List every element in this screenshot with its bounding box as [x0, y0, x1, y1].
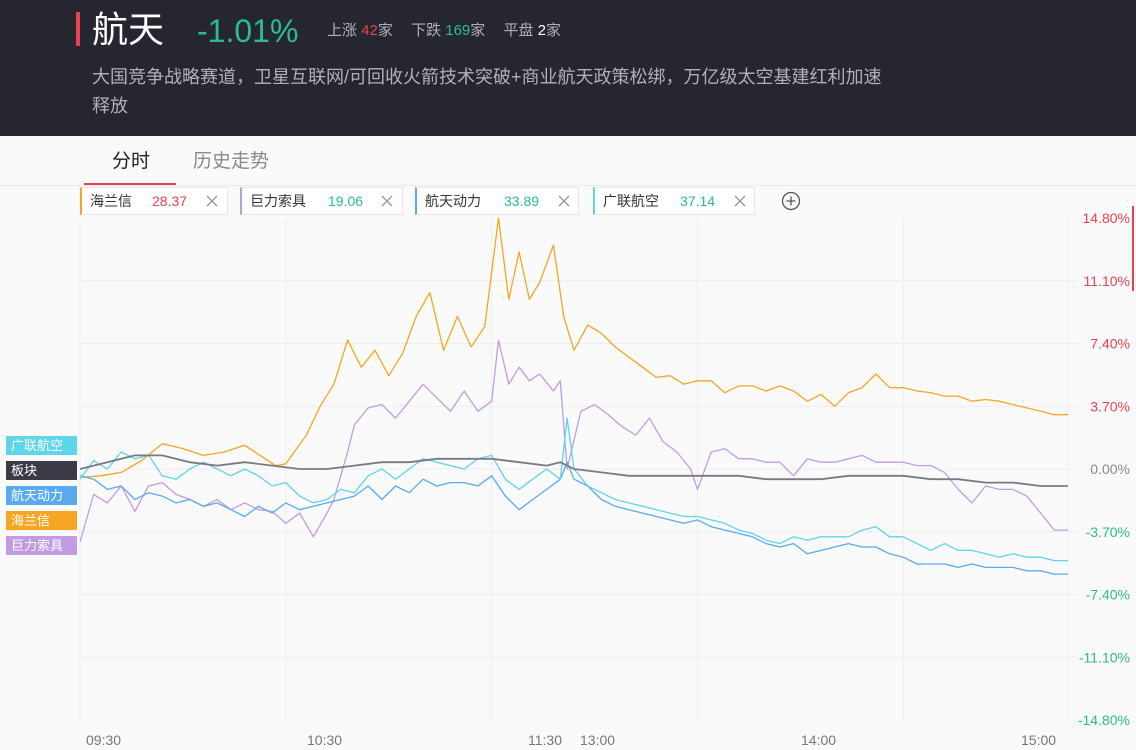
chip-name: 广联航空: [603, 193, 659, 209]
close-icon[interactable]: [734, 195, 746, 207]
title-accent-bar: [76, 12, 80, 46]
y-axis-ticks: 14.80% 11.10% 7.40% 3.70% 0.00% -3.70% -7.40% -…: [1078, 210, 1130, 728]
chart-grid: [79, 218, 1078, 720]
compare-chip-julisuoju[interactable]: 巨力索具 19.06: [240, 187, 403, 215]
breadth-stats: 上涨 42家 下跌 169家 平盘 2家: [327, 21, 561, 41]
sector-description: 大国竞争战略赛道，卫星互联网/可回收火箭技术突破+商业航天政策松绑，万亿级太空基…: [92, 67, 882, 116]
chart-series: [79, 217, 1068, 575]
x-tick-label: 14:00: [801, 732, 836, 748]
series-line-海兰信: [79, 217, 1068, 479]
chip-value: 28.37: [152, 193, 188, 209]
up-count: 42: [361, 22, 378, 39]
series-line-广联航空: [79, 417, 1068, 562]
chip-name: 海兰信: [90, 193, 132, 209]
legend-tag: 航天动力: [6, 486, 77, 505]
y-tick-label: 14.80%: [1083, 210, 1130, 226]
chip-name: 巨力索具: [250, 193, 306, 209]
legend-tag: 广联航空: [6, 436, 77, 455]
flat-count: 2: [537, 22, 546, 39]
sector-title: 航天: [92, 9, 165, 50]
y-tick-label: 7.40%: [1090, 336, 1130, 352]
active-tab-underline: [84, 183, 176, 185]
x-tick-label: 09:30: [86, 732, 121, 748]
series-line-航天动力: [79, 461, 1068, 575]
flat-label: 平盘: [503, 22, 534, 39]
chip-value: 37.14: [680, 193, 716, 209]
legend-tag: 板块: [6, 461, 77, 480]
close-icon[interactable]: [558, 195, 570, 207]
y-tick-label: 0.00%: [1090, 461, 1130, 477]
compare-chip-hangtiandongli[interactable]: 航天动力 33.89: [415, 187, 579, 215]
x-tick-label: 10:30: [307, 732, 342, 748]
down-label: 下跌: [411, 22, 442, 39]
tab-divider: [0, 185, 1136, 186]
up-label: 上涨: [327, 22, 358, 39]
scroll-indicator: [1132, 206, 1134, 291]
chip-name: 航天动力: [425, 193, 481, 209]
series-line-板块: [79, 454, 1068, 487]
y-tick-label: -11.10%: [1079, 649, 1130, 665]
plus-circle-icon[interactable]: [781, 191, 801, 211]
flat-unit: 家: [546, 22, 562, 39]
compare-chip-hailanxin[interactable]: 海兰信 28.37: [80, 187, 228, 215]
x-tick-label: 11:30: [528, 732, 562, 748]
chart-tabs: 分时 历史走势: [0, 136, 1136, 186]
x-tick-label: 13:00: [580, 732, 615, 748]
up-unit: 家: [377, 22, 393, 39]
legend-tag: 巨力索具: [6, 536, 77, 555]
series-line-巨力索具: [79, 339, 1068, 543]
close-icon[interactable]: [206, 195, 218, 207]
sector-change-pct: -1.01%: [197, 13, 299, 49]
legend-tag: 海兰信: [6, 511, 77, 530]
down-count: 169: [445, 22, 471, 39]
tab-intraday[interactable]: 分时: [112, 151, 151, 172]
sector-header: 航天 -1.01% 上涨 42家 下跌 169家 平盘 2家 大国竞争战略赛道，…: [0, 0, 1136, 136]
y-tick-label: -3.70%: [1086, 524, 1130, 540]
compare-chip-guanglianhangkong[interactable]: 广联航空 37.14: [593, 187, 755, 215]
y-tick-label: 3.70%: [1090, 398, 1130, 414]
x-axis-ticks: 09:30 10:30 11:30 13:00 14:00 15:00: [86, 732, 1056, 748]
chip-value: 33.89: [504, 193, 540, 209]
tab-history[interactable]: 历史走势: [193, 151, 270, 172]
close-icon[interactable]: [381, 195, 393, 207]
y-tick-label: -14.80%: [1078, 712, 1130, 728]
y-tick-label: -7.40%: [1086, 587, 1130, 603]
x-tick-label: 15:00: [1021, 732, 1056, 748]
chip-value: 19.06: [328, 193, 364, 209]
y-tick-label: 11.10%: [1084, 273, 1130, 289]
down-unit: 家: [470, 22, 486, 39]
